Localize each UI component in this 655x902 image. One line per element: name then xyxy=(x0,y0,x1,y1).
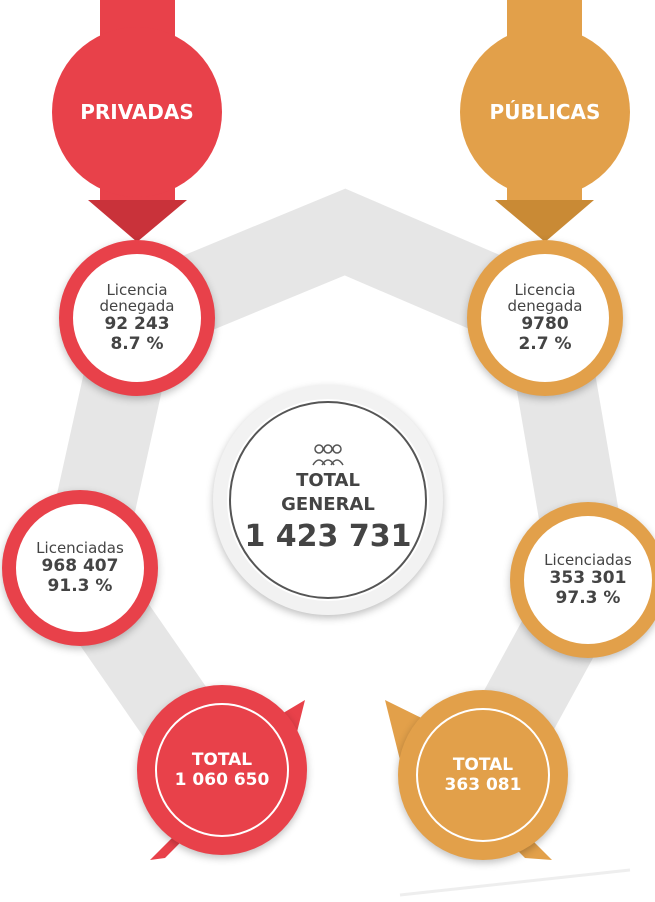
value: 9780 xyxy=(521,314,569,334)
percent: 2.7 % xyxy=(518,334,572,354)
label: Licencia denegada xyxy=(507,281,583,315)
label: Licencia denegada xyxy=(99,281,175,315)
total-circle: TOTAL 1 060 650 xyxy=(137,685,307,855)
label: TOTAL GENERAL xyxy=(281,470,375,515)
licenciadas-circle: Licenciadas 353 301 97.3 % xyxy=(510,502,655,658)
people-icon xyxy=(312,444,344,466)
line xyxy=(399,868,631,897)
publicas-circle: PÚBLICAS xyxy=(460,27,630,197)
arrow-head xyxy=(88,200,187,242)
value: 92 243 xyxy=(104,314,170,334)
label: TOTAL xyxy=(452,755,514,775)
value: 1 423 731 xyxy=(244,519,412,554)
licenciadas-circle: Licenciadas 968 407 91.3 % xyxy=(2,490,158,646)
value: 1 060 650 xyxy=(174,770,270,790)
percent: 8.7 % xyxy=(110,334,164,354)
percent: 91.3 % xyxy=(47,576,113,596)
label: Licenciadas xyxy=(544,551,632,569)
denegada-circle: Licencia denegada 92 243 8.7 % xyxy=(59,240,215,396)
privadas-circle: PRIVADAS xyxy=(52,27,222,197)
value: 968 407 xyxy=(41,556,119,576)
value: 353 301 xyxy=(549,568,627,588)
label: TOTAL xyxy=(191,750,253,770)
value: 363 081 xyxy=(444,775,522,795)
total-circle: TOTAL 363 081 xyxy=(398,690,568,860)
arrow-head xyxy=(495,200,594,242)
label: Licenciadas xyxy=(36,539,124,557)
percent: 97.3 % xyxy=(555,588,621,608)
denegada-circle: Licencia denegada 9780 2.7 % xyxy=(467,240,623,396)
title: PRIVADAS xyxy=(80,100,194,124)
total-general-circle: TOTAL GENERAL 1 423 731 xyxy=(213,385,443,615)
title: PÚBLICAS xyxy=(489,100,601,124)
